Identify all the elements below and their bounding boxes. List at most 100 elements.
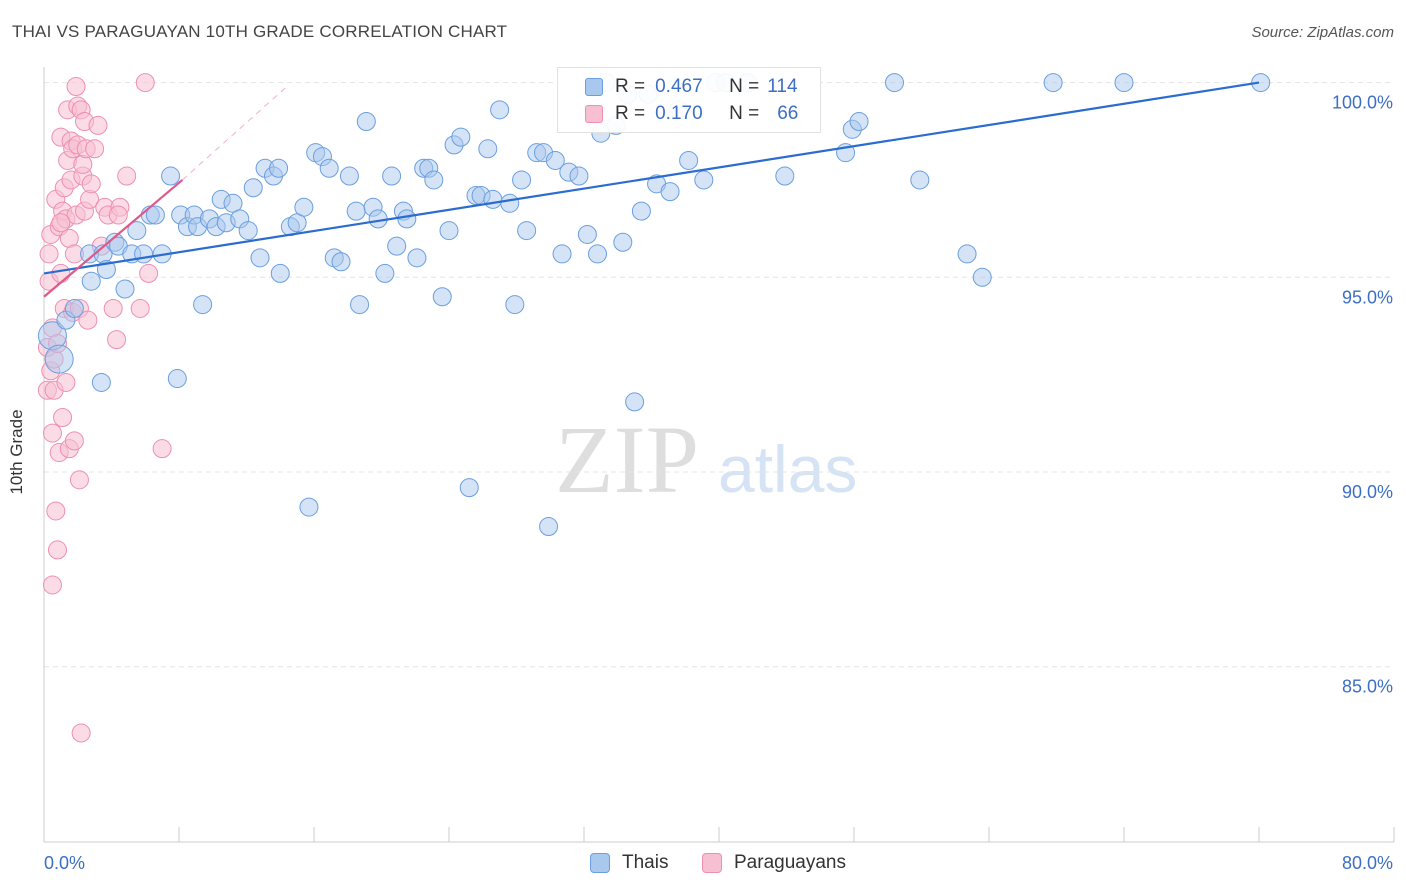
paraguayans-point xyxy=(78,310,98,330)
thais-point xyxy=(115,279,135,299)
paraguayans-trend-line xyxy=(43,179,184,298)
paraguayans-point xyxy=(46,501,66,521)
thais-point xyxy=(849,112,869,132)
watermark-zip: ZIP xyxy=(555,406,699,513)
paraguayans-point xyxy=(56,372,76,392)
watermark-atlas: atlas xyxy=(718,432,857,506)
paraguayans-point xyxy=(108,205,128,225)
thais-point xyxy=(243,178,263,198)
bottom-legend: Thais Paraguayans xyxy=(0,852,1406,878)
thais-point xyxy=(478,139,498,159)
thais-point xyxy=(424,170,444,190)
thais-point xyxy=(382,166,402,186)
thais-point xyxy=(517,221,537,241)
x-tick-label: 0.0% xyxy=(44,853,85,873)
chart-title: THAI VS PARAGUAYAN 10TH GRADE CORRELATIO… xyxy=(12,22,508,41)
paraguayans-point xyxy=(103,298,123,318)
bottom-legend-label-paraguayans: Paraguayans xyxy=(734,852,846,873)
paraguayans-point xyxy=(73,154,93,174)
thais-point xyxy=(407,248,427,268)
thais-point xyxy=(439,221,459,241)
thais-point xyxy=(339,166,359,186)
thais-point xyxy=(299,497,319,517)
thais-point xyxy=(331,252,351,272)
legend-row-thais: R = 0.467 N = 114 xyxy=(558,74,798,100)
paraguayans-point xyxy=(130,298,150,318)
paraguayans-trend-extension xyxy=(182,86,288,181)
thais-point xyxy=(694,170,714,190)
thais-point xyxy=(81,271,101,291)
y-tick-label: 95.0% xyxy=(1342,287,1393,307)
thais-point xyxy=(127,221,147,241)
thais-point xyxy=(375,263,395,283)
paraguayans-point xyxy=(71,723,91,743)
legend-r-value: 0.170 xyxy=(655,103,703,124)
paraguayans-point xyxy=(51,213,71,233)
thais-point xyxy=(193,295,213,315)
paraguayans-point xyxy=(51,263,71,283)
legend: R = 0.467 N = 114 R = 0.170 N = 66 xyxy=(557,67,821,133)
thais-point xyxy=(625,392,645,412)
thais-point xyxy=(483,189,503,209)
tick-labels: 100.0% 95.0% 90.0% 85.0% 0.0% 80.0% xyxy=(44,93,1393,873)
thais-point xyxy=(631,201,651,221)
paraguayans-points xyxy=(37,73,172,743)
thais-point xyxy=(64,298,84,318)
legend-swatch-thais xyxy=(585,78,603,96)
thais-point xyxy=(660,182,680,202)
thais-point xyxy=(432,287,452,307)
thais-point xyxy=(910,170,930,190)
thais-point xyxy=(1114,73,1134,93)
legend-row-paraguayans: R = 0.170 N = 66 xyxy=(558,101,798,127)
paraguayans-point xyxy=(139,263,159,283)
thais-trend-line xyxy=(43,81,1260,275)
paraguayans-point xyxy=(117,166,137,186)
thais-point xyxy=(145,205,165,225)
thais-point xyxy=(44,344,74,374)
grid-lines xyxy=(44,82,1394,668)
thais-point xyxy=(91,372,111,392)
watermark: ZIP atlas xyxy=(555,406,857,513)
thais-point xyxy=(775,166,795,186)
paraguayans-point xyxy=(81,174,101,194)
thais-point xyxy=(569,166,589,186)
paraguayans-point xyxy=(66,76,86,96)
thais-point xyxy=(1043,73,1063,93)
paraguayans-point xyxy=(39,244,59,264)
thais-point xyxy=(545,150,565,170)
thais-point xyxy=(134,244,154,264)
legend-r-value: 0.467 xyxy=(655,76,703,97)
paraguayans-point xyxy=(85,139,105,159)
thais-point xyxy=(167,369,187,389)
thais-point xyxy=(346,201,366,221)
thais-point xyxy=(250,248,270,268)
paraguayans-point xyxy=(42,423,62,443)
thais-point xyxy=(552,244,572,264)
thais-point xyxy=(238,221,258,241)
thais-point xyxy=(500,193,520,213)
thais-point xyxy=(512,170,532,190)
legend-r-label: R = xyxy=(615,103,646,124)
thais-point xyxy=(972,267,992,287)
legend-swatch-paraguayans xyxy=(585,105,603,123)
source-label: Source: ZipAtlas.com xyxy=(1251,24,1394,41)
thais-point xyxy=(356,112,376,132)
thais-point xyxy=(459,478,479,498)
legend-r-label: R = xyxy=(615,76,646,97)
legend-n-value: 66 xyxy=(777,103,799,124)
thais-point xyxy=(1251,73,1271,93)
thais-point xyxy=(269,158,289,178)
y-tick-label: 90.0% xyxy=(1342,482,1393,502)
thais-point xyxy=(451,127,471,147)
thais-point xyxy=(387,236,407,256)
thais-point xyxy=(577,224,597,244)
thais-point xyxy=(588,244,607,264)
thais-point xyxy=(490,100,510,120)
paraguayans-point xyxy=(107,330,127,350)
x-tick-label: 80.0% xyxy=(1342,853,1393,873)
paraguayans-point xyxy=(135,73,155,93)
bottom-legend-thais: Thais xyxy=(590,852,668,874)
paraguayans-point xyxy=(64,431,84,451)
paraguayans-point xyxy=(48,540,67,560)
trend-lines xyxy=(43,81,1260,298)
